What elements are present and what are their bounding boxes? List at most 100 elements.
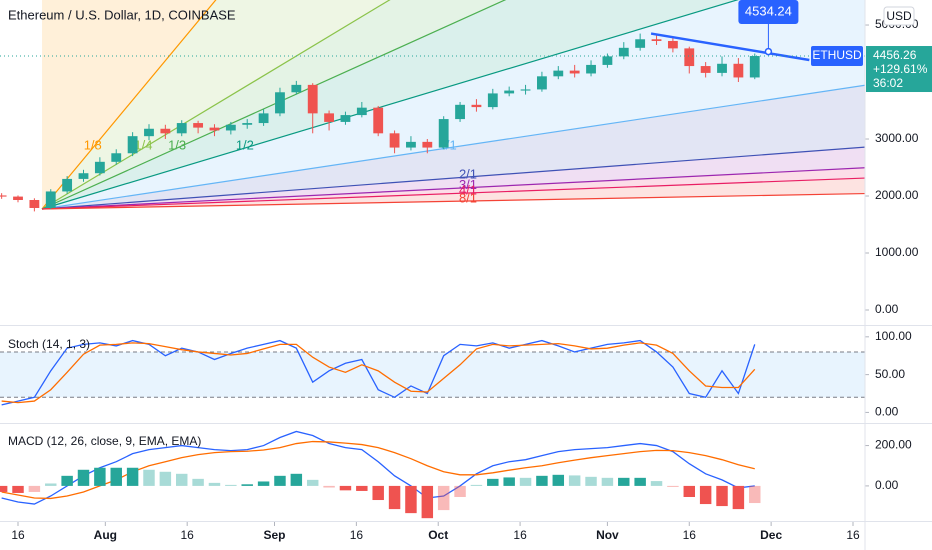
candle-body — [537, 76, 547, 90]
histogram-bar — [94, 467, 106, 486]
histogram-bar — [601, 477, 614, 486]
histogram-bar — [470, 484, 483, 486]
fan-line — [41, 0, 507, 210]
candle-body — [618, 47, 629, 57]
y-tick-label: 0.00 — [875, 405, 899, 419]
fan-label: 1/4 — [134, 137, 152, 152]
candle-body — [389, 133, 400, 148]
histogram-bar — [585, 476, 597, 486]
histogram-bar — [699, 485, 712, 505]
histogram-bar — [323, 485, 335, 488]
candle-body — [275, 92, 285, 114]
histogram-bar — [274, 475, 286, 486]
histogram-bar — [437, 485, 450, 511]
histogram-bar — [192, 478, 204, 486]
macd-title: MACD (12, 26, close, 9, EMA, EMA) — [8, 434, 201, 448]
last-price: 4456.26 — [873, 48, 917, 62]
candle-body — [291, 84, 302, 93]
histogram-bar — [454, 485, 466, 497]
stoch-layer — [0, 339, 865, 406]
histogram-bar — [225, 484, 237, 486]
histogram-bar — [372, 485, 384, 501]
histogram-bar — [257, 481, 270, 486]
candle-body — [684, 48, 695, 67]
candle-body — [438, 119, 449, 148]
histogram-bar — [356, 485, 368, 491]
candle-body — [13, 196, 23, 201]
candle-body — [602, 56, 613, 65]
histogram-bar — [12, 485, 24, 493]
candle-body — [422, 141, 433, 148]
histogram-bar — [126, 467, 139, 486]
histogram-bar — [503, 477, 515, 486]
fan-label: 1/2 — [236, 137, 254, 152]
histogram-bar — [290, 473, 303, 486]
candle-body — [635, 39, 646, 48]
x-tick-label: 16 — [683, 528, 697, 542]
y-tick-label: 1000.00 — [875, 245, 919, 259]
chart-title: Ethereum / U.S. Dollar, 1D, COINBASE — [8, 7, 236, 22]
macd-line — [1, 430, 755, 505]
currency-box[interactable] — [883, 6, 915, 26]
trend-label-box — [738, 0, 799, 24]
histogram-bar — [176, 473, 188, 486]
fan-layer: 1/81/41/31/21/12/13/14/18/1 — [41, 0, 865, 210]
fan-label: 4/1 — [459, 182, 477, 197]
trend-line — [650, 32, 810, 62]
fan-line — [41, 167, 865, 210]
candle-body — [553, 70, 564, 77]
histogram-bar — [536, 475, 548, 486]
fan-label: 2/1 — [459, 166, 477, 181]
stoch-band — [0, 351, 865, 398]
histogram-bar — [45, 483, 57, 486]
histogram-bar — [61, 475, 73, 486]
histogram-bar — [650, 481, 663, 486]
histogram-bar — [487, 478, 499, 486]
last-change: +129.61% — [873, 62, 928, 76]
candle-body — [176, 123, 187, 134]
x-tick-label: 16 — [181, 528, 195, 542]
candle-body — [225, 124, 236, 131]
candle-body — [62, 178, 73, 192]
y-tick-label: 2000.00 — [875, 188, 919, 202]
candle-body — [520, 89, 531, 91]
histogram-bar — [388, 485, 401, 510]
candle-body — [258, 113, 269, 124]
y-tick-label: 50.00 — [875, 367, 905, 381]
histogram-bar — [339, 485, 352, 491]
candle-body — [749, 56, 760, 78]
candle-body — [160, 128, 171, 134]
candle-body — [356, 107, 367, 116]
fan-line — [41, 177, 865, 210]
series-label: ETHUSD — [812, 48, 862, 62]
fan-line — [41, 0, 217, 210]
x-tick-label: Dec — [760, 528, 782, 542]
candle-body — [717, 63, 727, 73]
histogram-bar — [749, 485, 761, 504]
x-tick-label: Aug — [94, 528, 117, 542]
candle-body — [209, 127, 220, 131]
candle-body — [78, 173, 89, 179]
candle-body — [0, 195, 7, 197]
fan-band — [42, 0, 865, 210]
y-tick-label: 0.00 — [875, 478, 899, 492]
histogram-bar — [0, 485, 8, 492]
histogram-bar — [110, 467, 122, 486]
histogram-bar — [716, 485, 728, 507]
last-price-box — [866, 46, 932, 93]
candle-body — [455, 104, 465, 120]
candle-body — [242, 123, 253, 125]
fan-line — [42, 192, 865, 210]
trend-marker — [764, 47, 773, 56]
price-layer — [0, 32, 865, 212]
candle-body — [667, 40, 678, 49]
candle-body — [733, 63, 744, 78]
candle-body — [144, 128, 154, 137]
candle-body — [193, 123, 204, 128]
candle-body — [586, 64, 596, 74]
candle-body — [700, 66, 711, 73]
candle-body — [471, 104, 482, 108]
histogram-bar — [568, 475, 581, 486]
series-label-box — [811, 46, 863, 67]
